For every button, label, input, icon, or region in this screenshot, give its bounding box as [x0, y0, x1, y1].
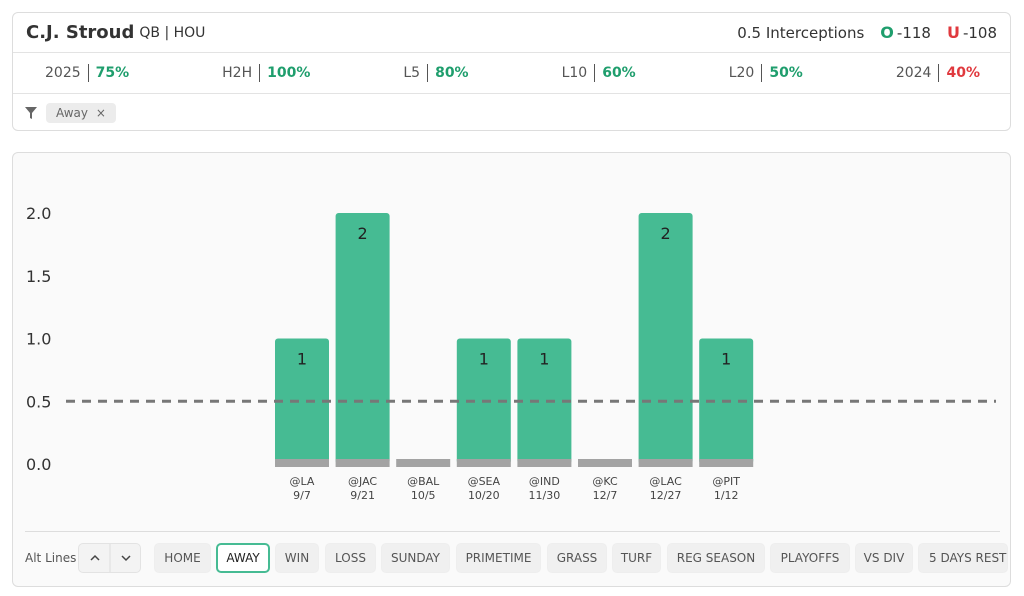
stat: L5 80%: [403, 64, 469, 82]
stat-label: 2025: [45, 65, 81, 81]
stat-label: L10: [561, 65, 588, 81]
x-tick-date: 9/21: [350, 489, 375, 502]
prop-card: C.J. Stroud QB | HOU 0.5 Interceptions O…: [12, 12, 1011, 131]
stat-value: 50%: [769, 65, 803, 81]
bar-base: [699, 459, 754, 467]
value-label: 1: [721, 350, 731, 369]
filter-button[interactable]: LOSS: [325, 543, 376, 573]
stat: H2H 100%: [222, 64, 310, 82]
filter-row: Away ×: [13, 94, 1010, 132]
down[interactable]: [121, 555, 131, 562]
over-label: O: [880, 23, 894, 42]
bar-base: [396, 459, 451, 467]
value-label: 2: [661, 224, 671, 243]
filter-button[interactable]: WIN: [275, 543, 319, 573]
alt-line-stepper: [78, 543, 141, 573]
y-tick-label: 0.5: [26, 392, 51, 411]
stat-value: 40%: [946, 65, 980, 81]
x-tick-date: 12/27: [650, 489, 682, 502]
stat-value: 75%: [95, 65, 130, 81]
x-tick-date: 1/12: [714, 489, 739, 502]
y-tick-label: 0.0: [26, 455, 51, 474]
filter-button[interactable]: GRASS: [547, 543, 607, 573]
bar-base: [456, 459, 511, 467]
stat-label: H2H: [222, 65, 253, 81]
x-tick-label: @JAC: [348, 475, 377, 488]
market: 0.5 Interceptions: [737, 23, 865, 42]
filter-button[interactable]: VS DIV: [855, 543, 913, 573]
bar-base: [335, 459, 390, 467]
x-tick-label: @KC: [592, 475, 618, 488]
filter-button[interactable]: SUNDAY: [381, 543, 450, 573]
stats-row: 2025 75% H2H 100% L5 80% L10 60% L20 50% 2024 40%: [13, 53, 1010, 94]
bar: [638, 213, 693, 464]
x-tick-date: 9/7: [293, 489, 311, 502]
filter-button[interactable]: AWAY: [216, 543, 270, 573]
stat-sep: [87, 64, 89, 82]
stat-label: 2024: [895, 65, 932, 81]
stat-label: L20: [728, 65, 755, 81]
filter-button[interactable]: HOME: [154, 543, 211, 573]
player-name: C.J. Stroud: [26, 22, 135, 43]
y-tick-label: 1.0: [26, 330, 51, 349]
x-tick-date: 12/7: [593, 489, 618, 502]
x-tick-date: 10/5: [411, 489, 436, 502]
stat: L20 50%: [729, 64, 803, 82]
filter-button[interactable]: TURF: [612, 543, 661, 573]
alt-lines-label: Alt Lines: [25, 551, 77, 565]
divider: [25, 531, 1000, 532]
bar-base: [578, 459, 632, 467]
stepper-icons: [90, 544, 131, 572]
up[interactable]: [90, 554, 100, 561]
stat-sep: [594, 64, 596, 82]
bar: [517, 338, 572, 464]
chip-label: Away: [56, 106, 88, 120]
filter-icon: [25, 107, 37, 119]
chart-card: 0.0 0.5 1.0 1.5 2.0 1 @LA 9/7 2 @JAC 9/21 @BAL 10/5 1…: [12, 152, 1011, 587]
stat-value: 80%: [435, 65, 469, 81]
x-tick-date: 11/30: [529, 489, 561, 502]
x-tick-label: @PIT: [712, 475, 740, 488]
under-label: U: [946, 23, 960, 42]
chip-close[interactable]: ×: [95, 106, 106, 120]
y-tick-label: 1.5: [26, 267, 51, 286]
filter-chip[interactable]: Away ×: [46, 103, 116, 123]
x-tick-label: @SEA: [468, 475, 501, 488]
filter-button[interactable]: 5 DAYS REST: [918, 543, 1008, 573]
under-odds[interactable]: -108: [962, 23, 997, 42]
stat: 2025 75%: [45, 64, 129, 82]
value-label: 1: [479, 350, 489, 369]
x-tick-label: @LAC: [649, 475, 682, 488]
x-tick-date: 10/20: [468, 489, 500, 502]
stat-sep: [761, 64, 763, 82]
bar-base: [517, 459, 572, 467]
x-tick-label: @BAL: [407, 475, 440, 488]
stat-value: 100%: [267, 65, 311, 81]
value-label: 1: [297, 350, 307, 369]
stat: 2024 40%: [896, 64, 980, 82]
stat-value: 60%: [602, 65, 636, 81]
value-label: 2: [358, 224, 368, 243]
stat-label: L5: [403, 65, 421, 81]
filter-button[interactable]: REG SEASON: [667, 543, 765, 573]
bar: [335, 213, 390, 464]
team: QB | HOU: [139, 24, 206, 41]
x-tick-label: @IND: [529, 475, 560, 488]
over-odds[interactable]: -118: [896, 23, 931, 42]
filter-button[interactable]: PRIMETIME: [456, 543, 541, 573]
stat-sep: [938, 64, 940, 82]
stat: L10 60%: [562, 64, 636, 82]
filter-button[interactable]: PLAYOFFS: [770, 543, 850, 573]
bar-base: [275, 459, 329, 467]
stat-sep: [427, 64, 429, 82]
stat-sep: [259, 64, 261, 82]
bar: [275, 338, 329, 464]
y-tick-label: 2.0: [26, 204, 51, 223]
value-label: 1: [539, 350, 549, 369]
bar-base: [638, 459, 693, 467]
header: C.J. Stroud QB | HOU 0.5 Interceptions O…: [13, 13, 1010, 53]
x-tick-label: @LA: [290, 475, 315, 488]
